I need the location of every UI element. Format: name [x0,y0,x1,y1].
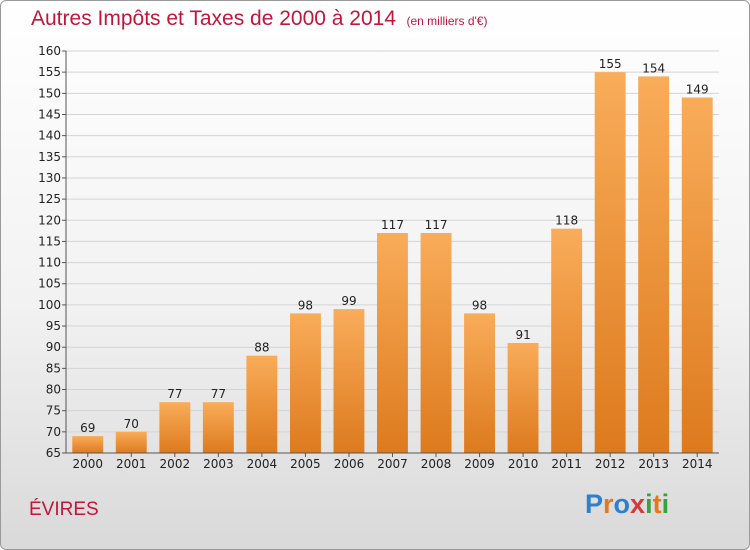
value-label: 154 [642,61,665,75]
bar [377,233,408,453]
bar [159,402,191,453]
logo-letter: t [652,489,662,519]
value-label: 155 [599,57,622,71]
x-tick-label: 2003 [203,457,234,471]
y-tick-label: 80 [46,383,61,397]
bar [290,313,321,453]
logo-letter: r [603,489,614,519]
logo-letter: o [613,489,631,519]
y-tick-label: 85 [46,361,61,375]
bar [681,97,713,453]
logo-letter: i [661,489,670,519]
value-label: 88 [254,341,269,355]
x-tick-label: 2004 [247,457,278,471]
chart-header: Autres Impôts et Taxes de 2000 à 2014 (e… [31,7,487,31]
x-tick-label: 2008 [421,457,452,471]
value-label: 91 [515,328,530,342]
value-label: 149 [686,83,709,97]
bar [464,313,495,453]
bar [507,343,539,453]
y-tick-label: 145 [38,107,61,121]
y-tick-label: 105 [38,277,61,291]
value-labels: 69 70 77 77 88 98 99 117 117 98 91 118 155 154 149 [80,57,709,435]
x-tick-label: 2002 [160,457,191,471]
y-tick-label: 135 [38,150,61,164]
proxiti-logo: Proxiti [585,489,669,520]
x-tick-label: 2001 [116,457,147,471]
y-tick-label: 140 [38,129,61,143]
bars [72,72,713,454]
logo-letter: x [630,489,646,519]
value-label: 77 [211,387,226,401]
logo-letter: P [585,489,604,519]
bar [72,436,104,453]
y-tick-label: 120 [38,213,61,227]
x-tick-label: 2000 [72,457,103,471]
logo-letter: i [645,489,653,519]
chart-title: Autres Impôts et Taxes de 2000 à 2014 [31,7,397,30]
value-label: 118 [555,214,578,228]
value-label: 77 [167,387,182,401]
y-tick-label: 95 [46,319,61,333]
y-tick-label: 100 [38,298,61,312]
x-tick-label: 2006 [334,457,365,471]
y-tick-label: 110 [38,256,61,270]
y-tick-label: 155 [38,65,61,79]
y-tick-label: 90 [46,340,61,354]
y-tick-label: 160 [38,44,61,58]
x-tick-label: 2007 [377,457,408,471]
x-tick-label: 2005 [290,457,321,471]
value-label: 69 [80,421,95,435]
x-tick-label: 2010 [508,457,539,471]
x-axis: 2000 2001 2002 2003 2004 2005 2006 2007 2008 2009… [66,452,719,471]
y-tick-label: 75 [46,404,61,418]
x-tick-label: 2013 [638,457,669,471]
x-tick-label: 2014 [682,457,713,471]
y-tick-label: 125 [38,192,61,206]
value-label: 98 [298,298,313,312]
y-tick-label: 150 [38,86,61,100]
bar [333,309,365,453]
commune-name: ÉVIRES [29,499,99,520]
value-label: 117 [381,218,404,232]
x-tick-label: 2011 [551,457,582,471]
bar [594,72,626,453]
y-tick-label: 70 [46,425,61,439]
value-label: 117 [425,218,448,232]
value-label: 98 [472,298,487,312]
bar [115,431,147,453]
y-axis: 65 70 75 80 85 90 95 100 105 110 115 120 125 130 135 14… [38,44,67,460]
value-label: 99 [341,294,356,308]
bar [246,355,278,453]
y-tick-label: 65 [46,446,61,460]
bar [202,402,234,453]
value-label: 70 [124,417,139,431]
bar [420,233,452,453]
y-tick-label: 130 [38,171,61,185]
chart-subtitle: (en milliers d'€) [406,14,488,28]
y-tick-label: 115 [38,234,61,248]
x-tick-label: 2009 [464,457,495,471]
bar [551,228,583,453]
x-tick-label: 2012 [595,457,626,471]
bar [638,76,670,454]
